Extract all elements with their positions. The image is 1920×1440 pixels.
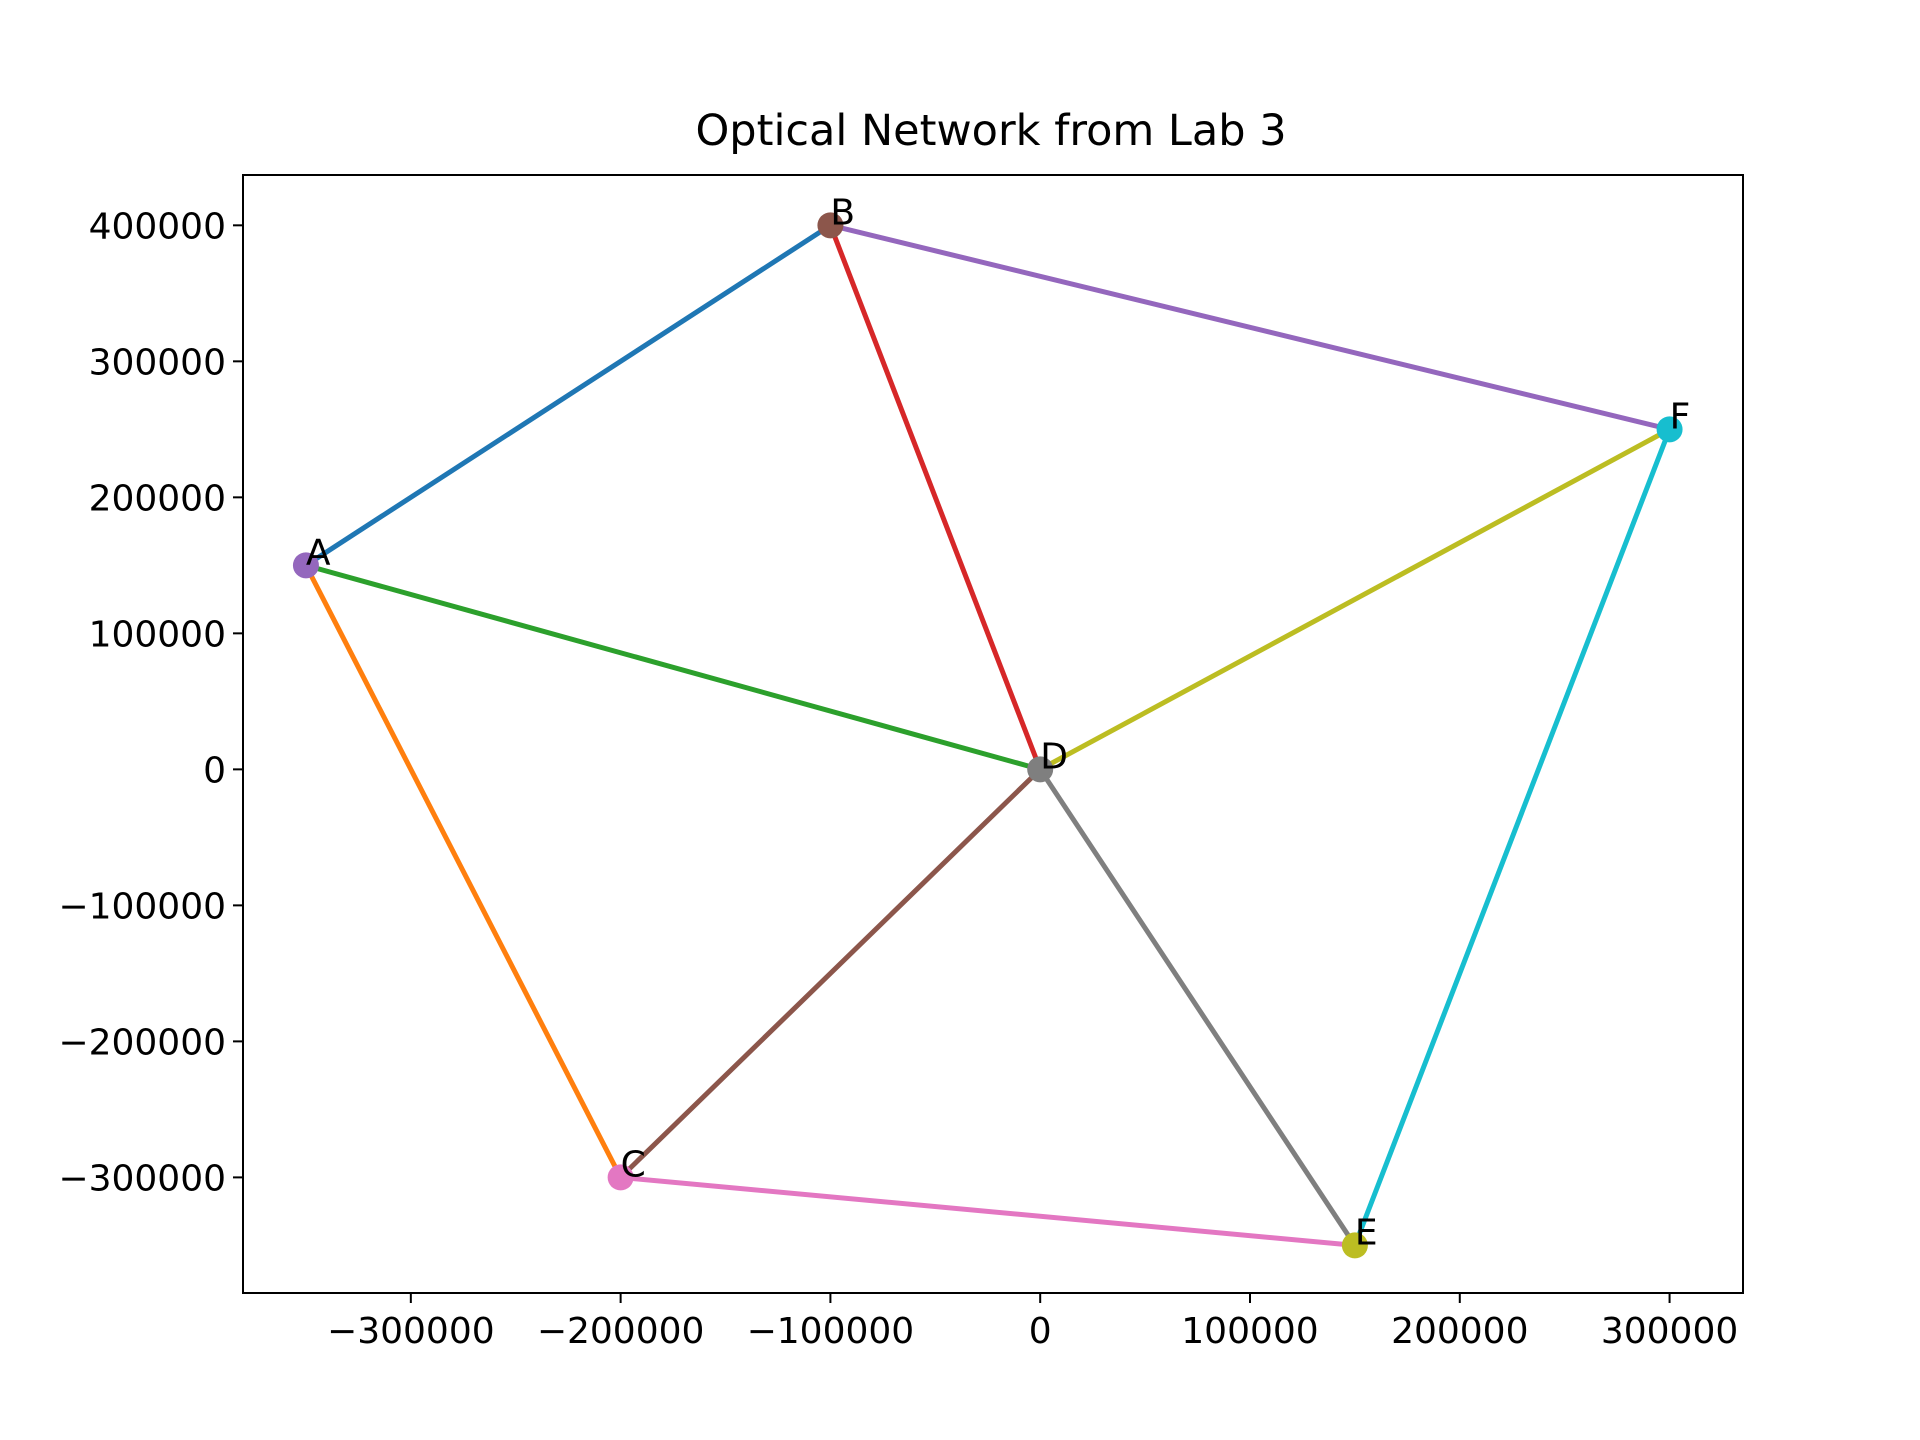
edge-b-d (828, 224, 1043, 771)
edge-e-f (1352, 428, 1672, 1247)
y-tick-label: 300000 (89, 342, 226, 383)
x-tick-label: 100000 (1181, 1311, 1318, 1352)
node-b-label: B (830, 192, 855, 233)
y-tick-label: −200000 (58, 1022, 226, 1063)
y-tick-label: −100000 (58, 886, 226, 927)
edge-b-f (829, 222, 1671, 432)
axes-layer: −300000 −200000 −100000 0 100000 200000 300000… (58, 174, 1744, 1352)
y-tick-label: −300000 (58, 1158, 226, 1199)
x-tick-label: −200000 (537, 1311, 705, 1352)
node-a-label: A (306, 532, 331, 573)
node-e-point (1341, 1232, 1368, 1259)
node-f-label: F (1670, 396, 1691, 437)
plot-frame (242, 174, 1744, 1294)
node-f-point (1656, 416, 1683, 443)
edge-c-e (620, 1174, 1356, 1248)
node-d-point (1027, 756, 1054, 783)
y-tick-label: 400000 (89, 206, 226, 247)
node-e-label: E (1355, 1212, 1378, 1253)
node-c-point (607, 1164, 634, 1191)
x-tick-label: −300000 (327, 1311, 495, 1352)
x-tick-label: 200000 (1391, 1311, 1528, 1352)
edge-a-d (305, 562, 1041, 772)
node-d-label: D (1040, 736, 1068, 777)
edge-d-f (1039, 427, 1671, 772)
edge-d-e (1038, 767, 1357, 1247)
edges-layer (303, 222, 1672, 1248)
x-tick-label: −100000 (747, 1311, 915, 1352)
y-tick-label: 200000 (89, 478, 226, 519)
chart-title: Optical Network from Lab 3 (695, 106, 1286, 156)
edge-c-d (618, 767, 1042, 1180)
y-tick-label: 100000 (89, 614, 226, 655)
y-tick-label: 0 (203, 750, 226, 791)
nodes-layer (292, 212, 1683, 1259)
node-labels-layer: A B C D E F (306, 192, 1690, 1253)
node-b-point (817, 212, 844, 239)
x-tick-label: 0 (1029, 1311, 1052, 1352)
edge-a-c (303, 564, 623, 1179)
node-a-point (292, 552, 319, 579)
node-c-label: C (621, 1144, 646, 1185)
edge-a-b (304, 223, 832, 568)
x-tick-label: 300000 (1601, 1311, 1738, 1352)
